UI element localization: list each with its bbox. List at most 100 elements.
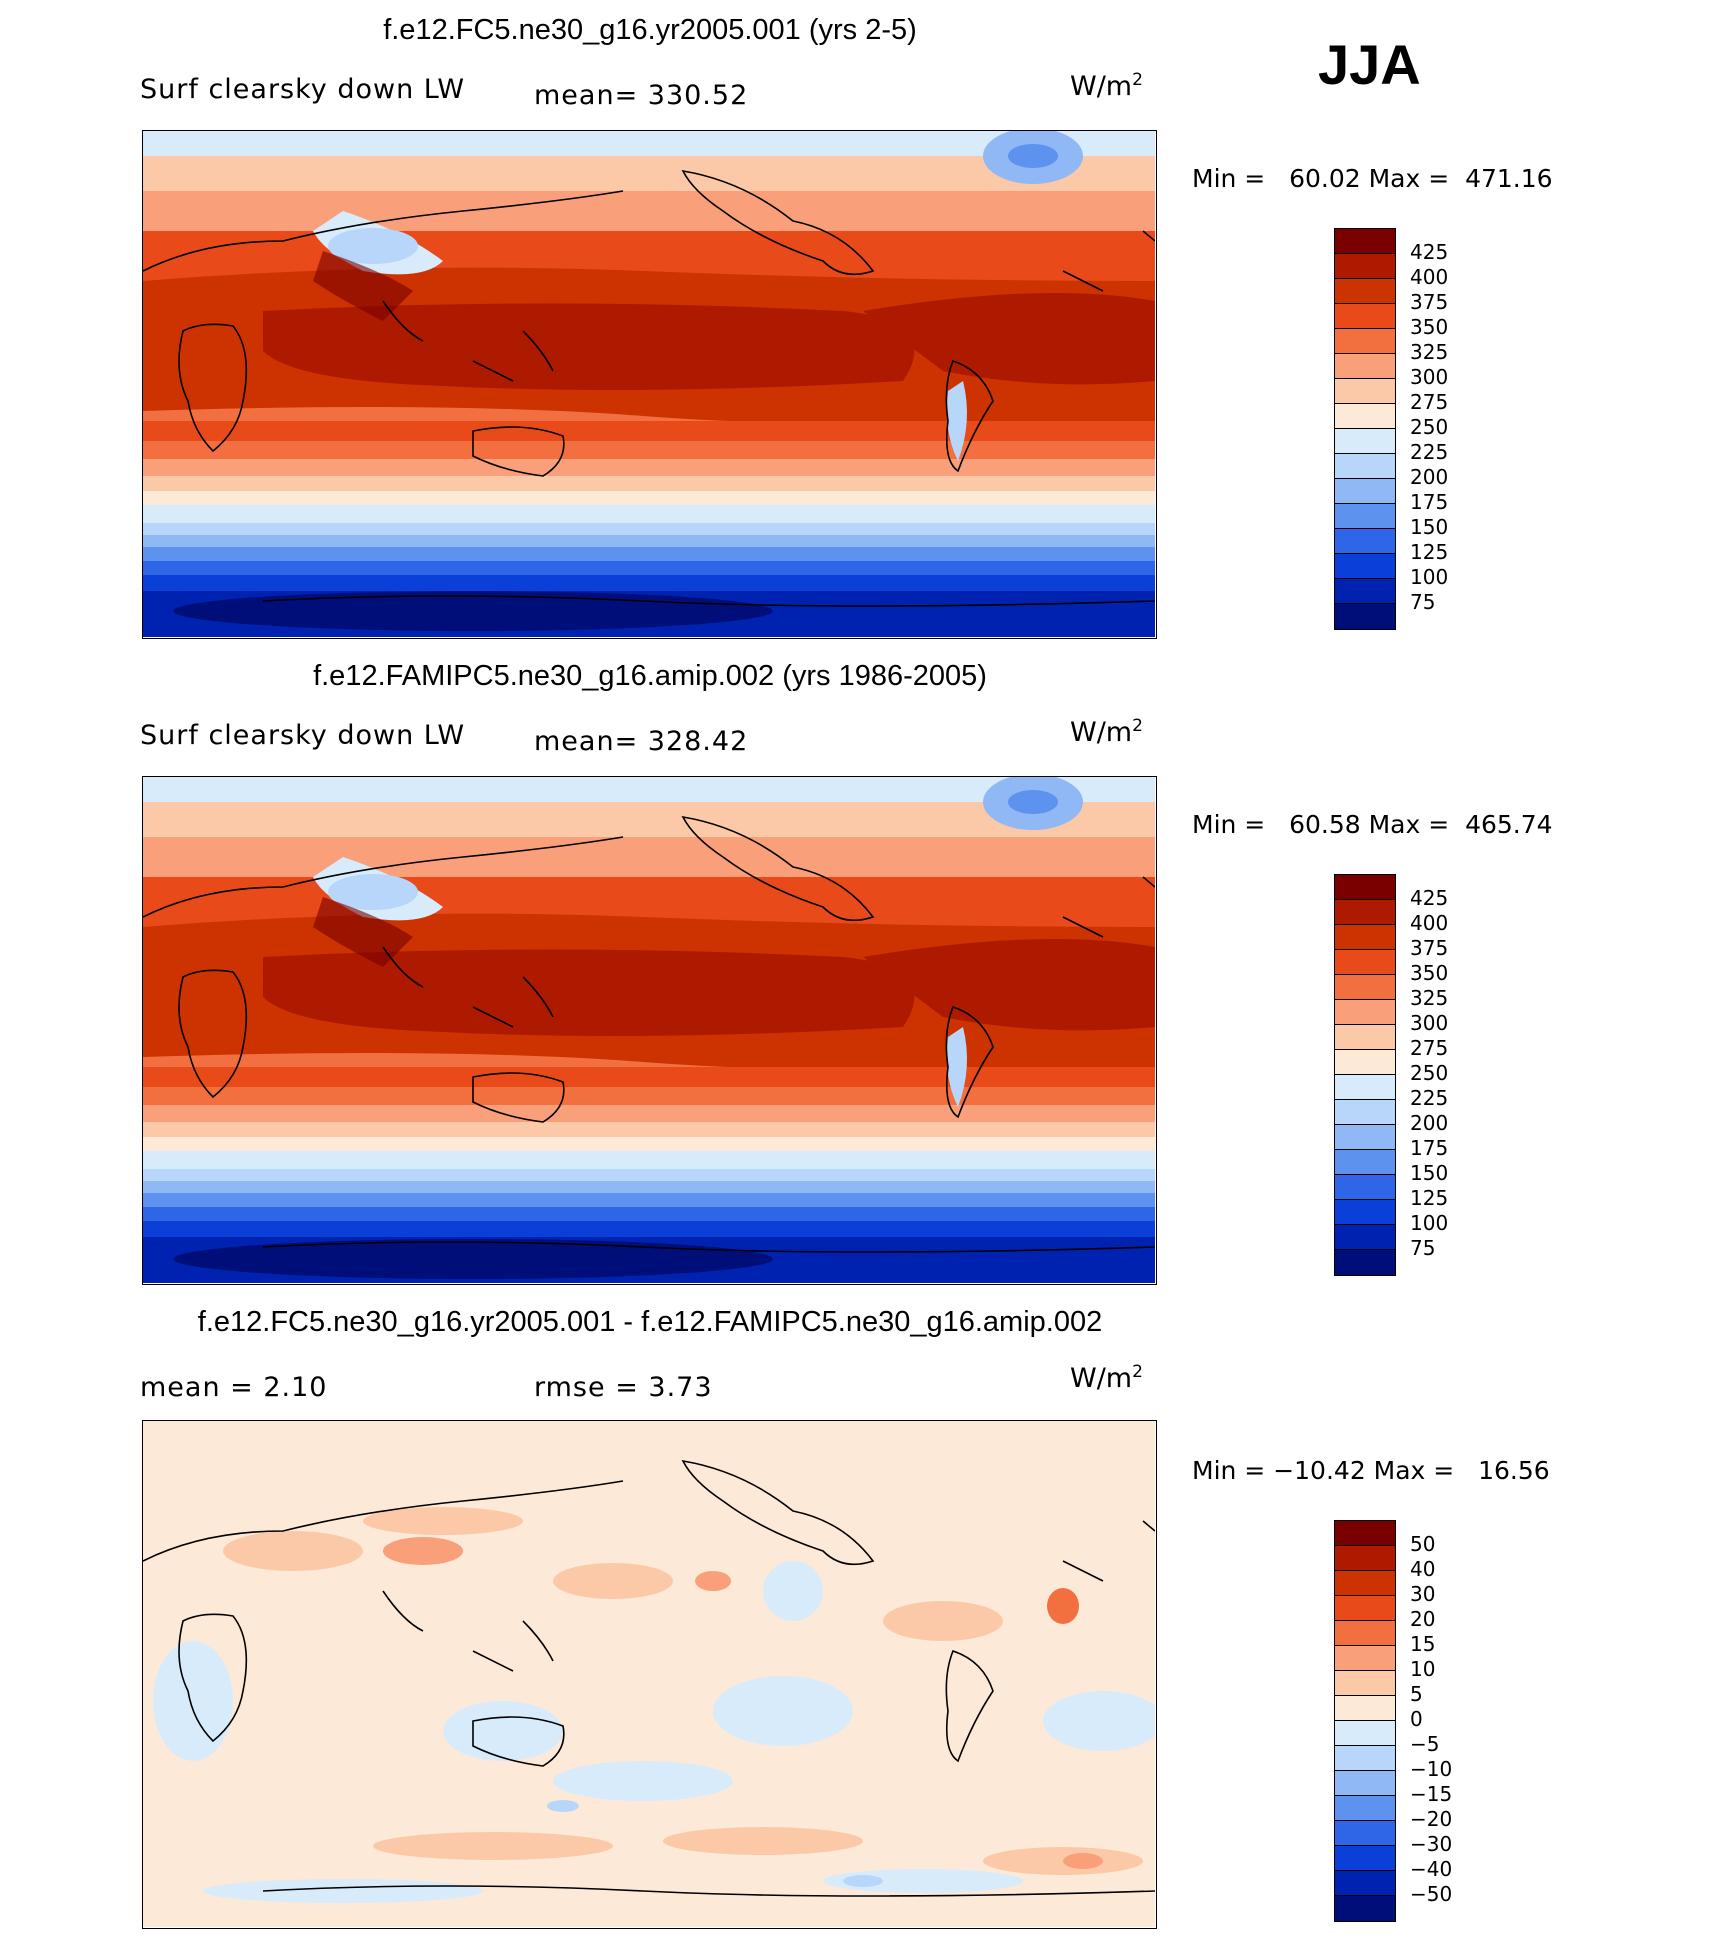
colorbar-tick-label: 325 [1410, 986, 1449, 1010]
season-label: JJA [1318, 33, 1421, 96]
colorbar-swatch [1335, 1771, 1395, 1796]
colorbar-swatch [1335, 1846, 1395, 1871]
colorbar-swatch [1335, 579, 1395, 604]
colorbar-tick-label: 225 [1410, 1086, 1449, 1110]
panel3-rmse: rmse = 3.73 [534, 1372, 713, 1403]
colorbar-swatch [1335, 1746, 1395, 1771]
colorbar-swatch [1335, 1225, 1395, 1250]
colorbar-tick-label: 10 [1410, 1657, 1436, 1681]
panel2-map-svg [143, 777, 1155, 1283]
colorbar-swatch [1335, 479, 1395, 504]
panel3-units: W/m2 [1070, 1362, 1143, 1394]
colorbar-swatch [1335, 429, 1395, 454]
colorbar-swatch [1335, 1150, 1395, 1175]
colorbar-tick-label: 275 [1410, 390, 1449, 414]
colorbar-swatch [1335, 304, 1395, 329]
panel2-mean: mean= 328.42 [534, 726, 749, 757]
panel3-mean: mean = 2.10 [140, 1372, 328, 1403]
colorbar-tick-label: −20 [1410, 1807, 1453, 1831]
colorbar-tick-label: 15 [1410, 1632, 1436, 1656]
panel1-colorbar-labels: 425 400 375 350 325 300 275 250 225 200 175 150 125 1… [1410, 240, 1448, 615]
panel2-colorbar-swatches [1334, 874, 1396, 1276]
colorbar-tick-label: 75 [1410, 1236, 1436, 1260]
colorbar-swatch [1335, 1696, 1395, 1721]
colorbar-swatch [1335, 1521, 1395, 1546]
colorbar-tick-label: 40 [1410, 1557, 1436, 1581]
colorbar-swatch [1335, 1100, 1395, 1125]
colorbar-swatch [1335, 950, 1395, 975]
colorbar-tick-label: 175 [1410, 490, 1449, 514]
panel3-colorbar [1334, 1520, 1396, 1922]
colorbar-tick-label: −15 [1410, 1782, 1453, 1806]
colorbar-swatch [1335, 875, 1395, 900]
panel2-variable: Surf clearsky down LW [140, 720, 466, 751]
colorbar-swatch [1335, 1250, 1395, 1275]
colorbar-tick-label: −50 [1410, 1882, 1453, 1906]
colorbar-tick-label: −40 [1410, 1857, 1453, 1881]
colorbar-tick-label: 0 [1410, 1707, 1423, 1731]
colorbar-swatch [1335, 329, 1395, 354]
panel3-colorbar-labels: 50 40 30 20 15 10 5 0 −5 −10 −15 −20 −30 −40 −50 [1410, 1532, 1452, 1907]
colorbar-swatch [1335, 1175, 1395, 1200]
panel1-map-svg [143, 131, 1155, 637]
colorbar-tick-label: 125 [1410, 540, 1449, 564]
colorbar-tick-label: 400 [1410, 911, 1449, 935]
colorbar-tick-label: 300 [1410, 1011, 1449, 1035]
colorbar-swatch [1335, 975, 1395, 1000]
colorbar-tick-label: −30 [1410, 1832, 1453, 1856]
colorbar-swatch [1335, 379, 1395, 404]
colorbar-tick-label: 425 [1410, 886, 1449, 910]
panel2-colorbar [1334, 874, 1396, 1276]
panel1-colorbar [1334, 228, 1396, 630]
colorbar-swatch [1335, 279, 1395, 304]
colorbar-tick-label: −5 [1410, 1732, 1440, 1756]
colorbar-swatch [1335, 504, 1395, 529]
colorbar-tick-label: 125 [1410, 1186, 1449, 1210]
colorbar-swatch [1335, 1721, 1395, 1746]
colorbar-swatch [1335, 1571, 1395, 1596]
colorbar-swatch [1335, 354, 1395, 379]
colorbar-tick-label: 175 [1410, 1136, 1449, 1160]
colorbar-swatch [1335, 1200, 1395, 1225]
panel2-title: f.e12.FAMIPC5.ne30_g16.amip.002 (yrs 198… [313, 660, 987, 692]
panel3-map [142, 1420, 1157, 1929]
colorbar-swatch [1335, 1546, 1395, 1571]
colorbar-swatch [1335, 1646, 1395, 1671]
colorbar-swatch [1335, 254, 1395, 279]
panel1-map [142, 130, 1157, 639]
panel1-mean: mean= 330.52 [534, 80, 749, 111]
colorbar-tick-label: −10 [1410, 1757, 1453, 1781]
colorbar-swatch [1335, 1821, 1395, 1846]
panel3-colorbar-swatches [1334, 1520, 1396, 1922]
colorbar-tick-label: 150 [1410, 515, 1449, 539]
colorbar-swatch [1335, 925, 1395, 950]
colorbar-swatch [1335, 1125, 1395, 1150]
panel1-variable: Surf clearsky down LW [140, 74, 466, 105]
colorbar-swatch [1335, 900, 1395, 925]
colorbar-tick-label: 350 [1410, 315, 1449, 339]
colorbar-tick-label: 5 [1410, 1682, 1423, 1706]
colorbar-tick-label: 375 [1410, 290, 1449, 314]
colorbar-swatch [1335, 1075, 1395, 1100]
colorbar-tick-label: 200 [1410, 1111, 1449, 1135]
colorbar-swatch [1335, 1796, 1395, 1821]
colorbar-tick-label: 100 [1410, 565, 1449, 589]
panel3-minmax: Min = −10.42 Max = 16.56 [1192, 1456, 1550, 1485]
colorbar-swatch [1335, 229, 1395, 254]
colorbar-swatch [1335, 454, 1395, 479]
colorbar-tick-label: 375 [1410, 936, 1449, 960]
colorbar-tick-label: 20 [1410, 1607, 1436, 1631]
colorbar-swatch [1335, 554, 1395, 579]
colorbar-swatch [1335, 1871, 1395, 1896]
colorbar-swatch [1335, 1896, 1395, 1921]
colorbar-tick-label: 150 [1410, 1161, 1449, 1185]
colorbar-tick-label: 300 [1410, 365, 1449, 389]
colorbar-tick-label: 30 [1410, 1582, 1436, 1606]
colorbar-tick-label: 50 [1410, 1532, 1436, 1556]
panel2-units: W/m2 [1070, 716, 1143, 748]
colorbar-tick-label: 225 [1410, 440, 1449, 464]
colorbar-swatch [1335, 529, 1395, 554]
colorbar-swatch [1335, 1050, 1395, 1075]
colorbar-swatch [1335, 404, 1395, 429]
colorbar-tick-label: 100 [1410, 1211, 1449, 1235]
